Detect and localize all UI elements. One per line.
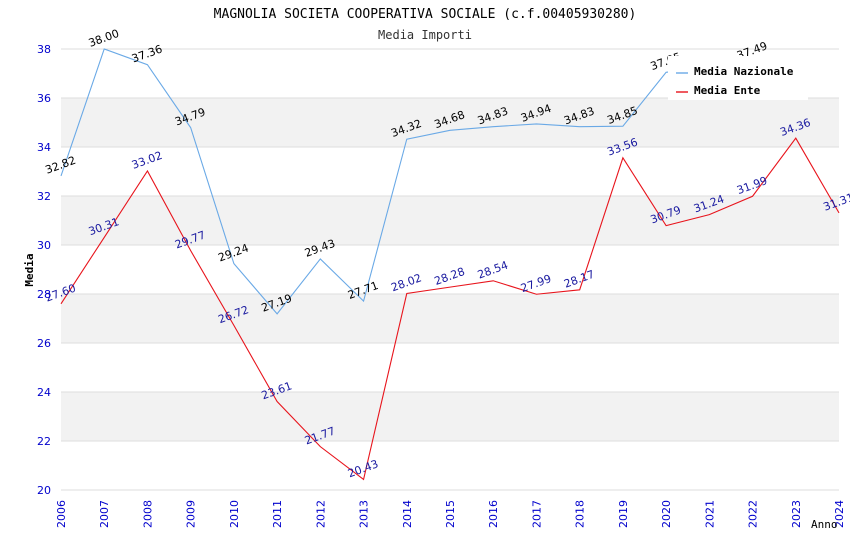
data-label: 38.00 <box>87 27 121 50</box>
grid-band <box>61 294 839 343</box>
data-label: 27.99 <box>519 272 553 295</box>
x-tick-label: 2012 <box>314 500 327 528</box>
x-tick-label: 2017 <box>530 500 543 528</box>
x-tick-label: 2023 <box>790 500 803 528</box>
x-axis-label: Anno <box>811 518 838 531</box>
x-tick-label: 2014 <box>401 500 414 528</box>
x-tick-label: 2016 <box>487 500 500 528</box>
x-tick-label: 2013 <box>358 500 371 528</box>
data-label: 32.82 <box>44 154 78 177</box>
y-tick-label: 34 <box>37 141 51 154</box>
x-tick-label: 2009 <box>185 500 198 528</box>
legend-label-media-ente: Media Ente <box>694 84 761 97</box>
x-tick-label: 2007 <box>98 500 111 528</box>
y-tick-label: 28 <box>37 288 51 301</box>
y-tick-label: 36 <box>37 92 51 105</box>
x-tick-label: 2021 <box>703 500 716 528</box>
gridlines <box>61 48 839 491</box>
y-tick-label: 38 <box>37 43 51 56</box>
y-tick-label: 24 <box>37 386 51 399</box>
y-tick-label: 32 <box>37 190 51 203</box>
x-tick-label: 2019 <box>617 500 630 528</box>
data-label: 37.36 <box>130 43 164 66</box>
y-tick-label: 30 <box>37 239 51 252</box>
background-bands <box>61 98 839 441</box>
chart-subtitle: Media Importi <box>378 28 472 42</box>
y-axis-label: Media <box>23 253 36 286</box>
x-tick-label: 2006 <box>55 500 68 528</box>
grid-band <box>61 98 839 147</box>
y-tick-label: 26 <box>37 337 51 350</box>
series-lines <box>60 48 840 481</box>
series-line-media-nazionale <box>60 48 753 315</box>
x-tick-label: 2010 <box>228 500 241 528</box>
data-label: 28.17 <box>562 268 596 291</box>
x-tick-label: 2020 <box>660 500 673 528</box>
data-label: 31.99 <box>735 174 769 197</box>
x-tick-label: 2008 <box>141 500 154 528</box>
y-tick-label: 20 <box>37 484 51 497</box>
grid-band <box>61 196 839 245</box>
legend: Media Nazionale Media Ente <box>668 56 808 100</box>
data-label: 28.02 <box>389 271 423 294</box>
legend-label-media-nazionale: Media Nazionale <box>694 65 794 78</box>
x-axis-ticks: 2006 2007 2008 2009 2010 2011 2012 2013 2014 2015… <box>55 500 846 528</box>
x-tick-label: 2015 <box>444 500 457 528</box>
chart-title: MAGNOLIA SOCIETA COOPERATIVA SOCIALE (c.… <box>214 7 637 22</box>
y-axis-ticks: 20 22 24 26 28 30 32 34 36 38 <box>37 43 51 497</box>
data-label: 28.28 <box>433 265 467 288</box>
grid-band <box>61 392 839 441</box>
data-label: 33.02 <box>130 149 164 172</box>
x-tick-label: 2022 <box>747 500 760 528</box>
x-tick-label: 2011 <box>271 500 284 528</box>
y-tick-label: 22 <box>37 435 51 448</box>
x-tick-label: 2024 <box>833 500 846 528</box>
data-label: 20.43 <box>346 457 380 480</box>
data-label: 28.54 <box>476 259 510 282</box>
x-tick-label: 2018 <box>574 500 587 528</box>
